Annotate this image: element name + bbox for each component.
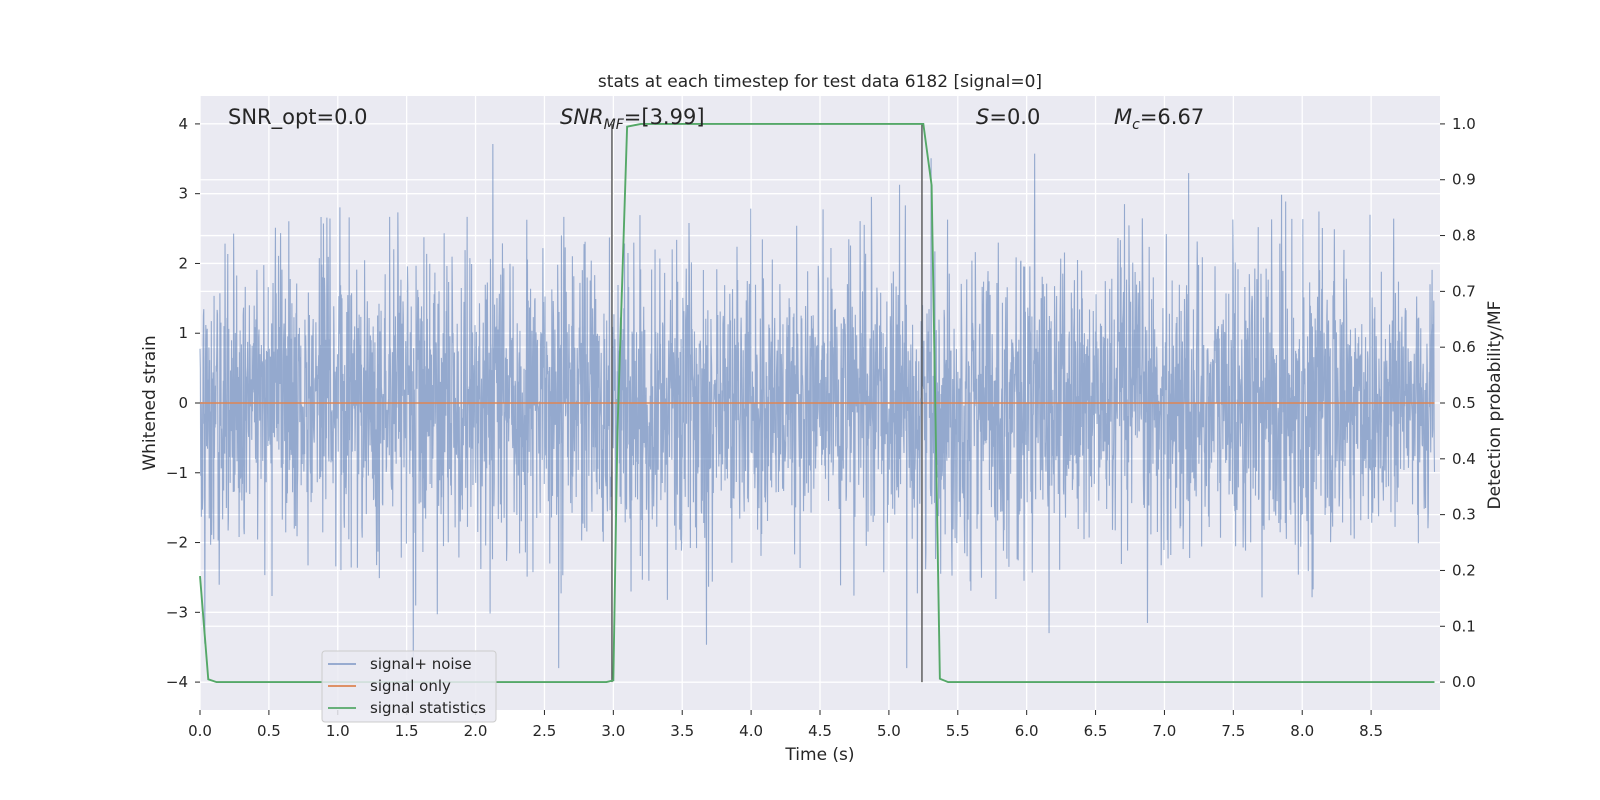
x-tick-label: 8.5 — [1359, 722, 1383, 740]
y-right-tick-label: 0.7 — [1452, 282, 1476, 300]
y-left-tick-label: −1 — [166, 464, 188, 482]
y-right-tick-label: 0.5 — [1452, 394, 1476, 412]
x-tick-label: 1.0 — [326, 722, 350, 740]
annotation-s-value: =0.0 — [989, 105, 1040, 129]
y-left-tick-label: −4 — [166, 673, 188, 691]
x-tick-label: 0.0 — [188, 722, 212, 740]
x-tick-label: 1.5 — [395, 722, 419, 740]
annotation-snr-mf: SNRMF=[3.99] — [560, 105, 705, 133]
legend-label-signal-only: signal only — [370, 677, 451, 695]
legend-box — [321, 650, 497, 723]
x-axis-label: Time (s) — [784, 745, 854, 765]
y-right-tick-label: 0.2 — [1452, 561, 1476, 579]
annotation-snr-mf-value: =[3.99] — [624, 105, 705, 129]
annotation-snr-mf-sub: MF — [604, 117, 625, 133]
annotation-mc-base: M — [1114, 105, 1132, 129]
x-tick-label: 8.0 — [1290, 722, 1314, 740]
annotation-s-base: S — [976, 105, 989, 129]
legend-label-signal-noise: signal+ noise — [370, 655, 472, 673]
x-tick-label: 2.0 — [464, 722, 488, 740]
x-tick-label: 7.5 — [1221, 722, 1245, 740]
x-tick-label: 3.5 — [670, 722, 694, 740]
x-tick-label: 6.5 — [1084, 722, 1108, 740]
y-right-tick-label: 0.9 — [1452, 171, 1476, 189]
annotation-mc-value: =6.67 — [1140, 105, 1204, 129]
x-tick-label: 2.5 — [533, 722, 557, 740]
annotation-mc-sub: c — [1132, 117, 1140, 133]
signal-noise-line — [199, 144, 1436, 669]
annotation-snr-mf-base: SNR — [560, 105, 604, 129]
y-axis-right-ticks: 0.0 0.1 0.2 0.3 0.4 0.5 0.6 0.7 0.8 0.9 1.0 — [1440, 115, 1476, 691]
signal-statistics-line — [199, 122, 1435, 684]
x-tick-label: 0.5 — [257, 722, 281, 740]
x-tick-label: 5.5 — [946, 722, 970, 740]
x-tick-label: 4.0 — [739, 722, 763, 740]
x-tick-label: 5.0 — [877, 722, 901, 740]
legend-label-signal-statistics: signal statistics — [370, 699, 486, 717]
y-right-tick-label: 0.0 — [1452, 673, 1476, 691]
annotation-s: S=0.0 — [976, 105, 1040, 129]
y-left-tick-label: 3 — [178, 185, 188, 203]
x-tick-label: 7.0 — [1153, 722, 1177, 740]
series-signal-statistics — [199, 122, 1435, 684]
y-right-tick-label: 0.4 — [1452, 450, 1476, 468]
x-tick-label: 3.0 — [601, 722, 625, 740]
y-left-tick-label: 4 — [178, 115, 188, 133]
y-left-tick-label: −3 — [166, 603, 188, 621]
y-axis-left-ticks: −4 −3 −2 −1 0 1 2 3 4 — [166, 115, 200, 691]
y-axis-right-label: Detection probability/MF — [1485, 301, 1505, 510]
x-axis-ticks: 0.0 0.5 1.0 1.5 2.0 2.5 3.0 3.5 4.0 4.5 5.0 5.5 6.0 6… — [188, 710, 1383, 740]
y-left-tick-label: 1 — [178, 324, 188, 342]
y-left-tick-label: 0 — [178, 394, 188, 412]
y-left-tick-label: −2 — [166, 534, 188, 552]
legend: signal+ noise signal only signal statist… — [321, 650, 497, 723]
x-tick-label: 4.5 — [808, 722, 832, 740]
y-right-tick-label: 0.8 — [1452, 227, 1476, 245]
y-right-tick-label: 0.6 — [1452, 338, 1476, 356]
y-right-tick-label: 0.1 — [1452, 617, 1476, 635]
y-right-tick-label: 0.3 — [1452, 506, 1476, 524]
x-tick-label: 6.0 — [1015, 722, 1039, 740]
chart-title: stats at each timestep for test data 618… — [598, 72, 1042, 92]
annotation-snr-opt: SNR_opt=0.0 — [228, 105, 368, 130]
y-left-tick-label: 2 — [178, 254, 188, 272]
annotation-mc: Mc=6.67 — [1114, 105, 1204, 133]
y-right-tick-label: 1.0 — [1452, 115, 1476, 133]
series-signal-noise — [199, 144, 1436, 669]
detection-markers — [611, 123, 923, 683]
y-axis-left-label: Whitened strain — [140, 335, 160, 470]
